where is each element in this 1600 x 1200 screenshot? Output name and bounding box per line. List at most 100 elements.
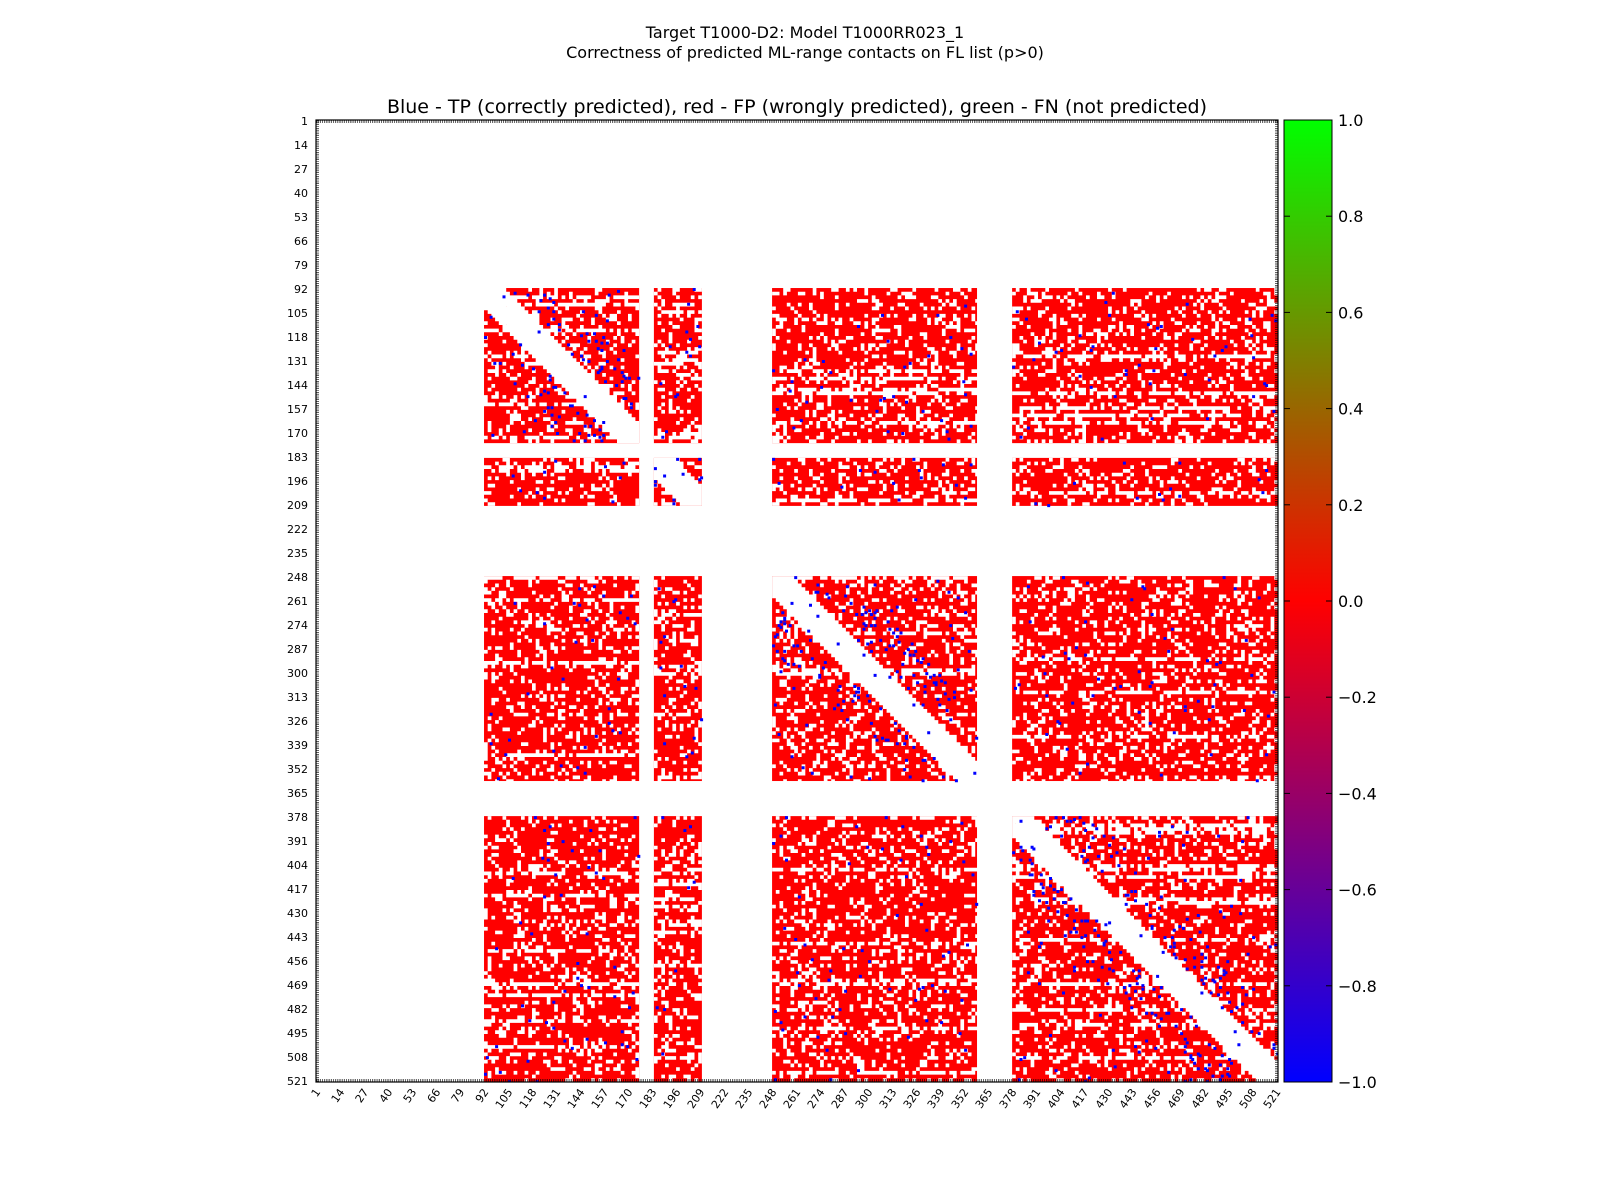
y-tick-label: 92 (294, 283, 308, 296)
y-tick-label: 105 (287, 307, 308, 320)
y-minor-ticks (316, 120, 1278, 1082)
block-1-2 (772, 457, 979, 506)
x-tick-label: 66 (425, 1086, 444, 1105)
colorbar-tick-label: −1.0 (1338, 1073, 1377, 1092)
block-1-0 (484, 457, 640, 506)
y-tick-label: 326 (287, 715, 308, 728)
y-tick-label: 209 (287, 499, 308, 512)
x-tick-label: 456 (1141, 1086, 1164, 1111)
y-tick-label: 66 (294, 235, 308, 248)
y-tick-label: 261 (287, 595, 308, 608)
y-tick-label: 313 (287, 691, 308, 704)
unpredicted-cells (484, 576, 640, 783)
y-tick-label: 183 (287, 451, 308, 464)
y-tick-label: 391 (287, 835, 308, 848)
x-tick-label: 40 (377, 1086, 396, 1105)
x-tick-label: 443 (1117, 1086, 1140, 1111)
x-minor-tick-marks (316, 120, 1278, 1082)
x-tick-label: 196 (661, 1086, 684, 1111)
x-tick-label: 274 (805, 1086, 828, 1111)
y-tick-label: 287 (287, 643, 308, 656)
x-axis-ticks: 1 14 27 40 53 66 79 92 105 118 131 144 157 170 183 196 2… (309, 1086, 1284, 1111)
colorbar-tick-label: −0.8 (1338, 977, 1377, 996)
y-tick-label: 14 (294, 139, 308, 152)
y-tick-label: 274 (287, 619, 308, 632)
unpredicted-cells (772, 816, 979, 1082)
y-tick-label: 456 (287, 955, 308, 968)
x-tick-label: 508 (1237, 1086, 1260, 1111)
unpredicted-cells (484, 457, 640, 506)
colorbar-tick-label: −0.4 (1338, 784, 1377, 803)
colorbar-tick-label: 0.0 (1338, 592, 1363, 611)
x-tick-label: 14 (329, 1086, 348, 1105)
unpredicted-cells (653, 288, 702, 444)
y-tick-label: 235 (287, 547, 308, 560)
x-tick-label: 105 (493, 1086, 516, 1111)
x-tick-label: 391 (1021, 1086, 1044, 1111)
unpredicted-cells (772, 457, 979, 506)
unpredicted-cells (772, 288, 979, 444)
block-2-1 (653, 576, 704, 783)
unpredicted-cells (653, 816, 702, 1082)
y-tick-label: 131 (287, 355, 308, 368)
y-tick-label: 469 (287, 979, 308, 992)
x-tick-label: 131 (541, 1086, 564, 1111)
colorbar-gradient (1283, 119, 1333, 1083)
block-0-0 (484, 288, 641, 444)
x-tick-label: 79 (449, 1086, 468, 1105)
y-tick-label: 248 (287, 571, 308, 584)
y-tick-label: 430 (287, 907, 308, 920)
y-tick-label: 352 (287, 763, 308, 776)
x-tick-label: 209 (685, 1086, 708, 1111)
x-tick-label: 53 (401, 1086, 420, 1105)
x-tick-label: 183 (637, 1086, 660, 1111)
y-tick-label: 118 (287, 331, 308, 344)
block-2-3 (1012, 576, 1278, 783)
x-tick-label: 248 (757, 1086, 780, 1111)
suptitle-line-1: Target T1000-D2: Model T1000RR023_1 (645, 23, 964, 43)
y-tick-label: 300 (287, 667, 308, 680)
x-minor-ticks (316, 120, 1278, 1082)
x-tick-label: 352 (949, 1086, 972, 1111)
colorbar-tick-label: 0.2 (1338, 496, 1363, 515)
colorbar-tick-label: −0.6 (1338, 881, 1377, 900)
tp-cells (772, 576, 979, 783)
x-tick-label: 261 (781, 1086, 804, 1111)
x-tick-label: 365 (973, 1086, 996, 1111)
block-1-3 (1012, 457, 1278, 508)
y-tick-label: 339 (287, 739, 308, 752)
colorbar-tick-label: −0.2 (1338, 688, 1377, 707)
colorbar-tick-label: 0.8 (1338, 207, 1363, 226)
block-3-1 (653, 816, 702, 1082)
unpredicted-cells (1012, 816, 1278, 1082)
y-tick-label: 443 (287, 931, 308, 944)
y-tick-label: 495 (287, 1027, 308, 1040)
y-tick-label: 53 (294, 211, 308, 224)
fp-region (484, 816, 640, 1082)
suptitle-line-2: Correctness of predicted ML-range contac… (566, 43, 1044, 62)
y-tick-label: 508 (287, 1051, 308, 1064)
x-tick-label: 495 (1213, 1086, 1236, 1111)
unpredicted-cells (1012, 576, 1278, 783)
x-tick-label: 326 (901, 1086, 924, 1111)
x-tick-label: 157 (589, 1086, 612, 1111)
y-tick-label: 521 (287, 1075, 308, 1088)
unpredicted-cells (1012, 288, 1278, 444)
x-tick-label: 287 (829, 1086, 852, 1111)
y-tick-label: 222 (287, 523, 308, 536)
y-tick-label: 157 (287, 403, 308, 416)
block-0-2 (772, 288, 979, 444)
unpredicted-cells (653, 457, 702, 506)
y-tick-label: 365 (287, 787, 308, 800)
x-tick-label: 1 (309, 1086, 324, 1099)
x-tick-label: 482 (1189, 1086, 1212, 1111)
y-tick-label: 79 (294, 259, 308, 272)
y-tick-label: 144 (287, 379, 308, 392)
x-tick-label: 27 (353, 1086, 372, 1105)
x-tick-label: 521 (1261, 1086, 1284, 1111)
y-tick-label: 404 (287, 859, 308, 872)
x-tick-label: 378 (997, 1086, 1020, 1111)
x-tick-label: 170 (613, 1086, 636, 1111)
